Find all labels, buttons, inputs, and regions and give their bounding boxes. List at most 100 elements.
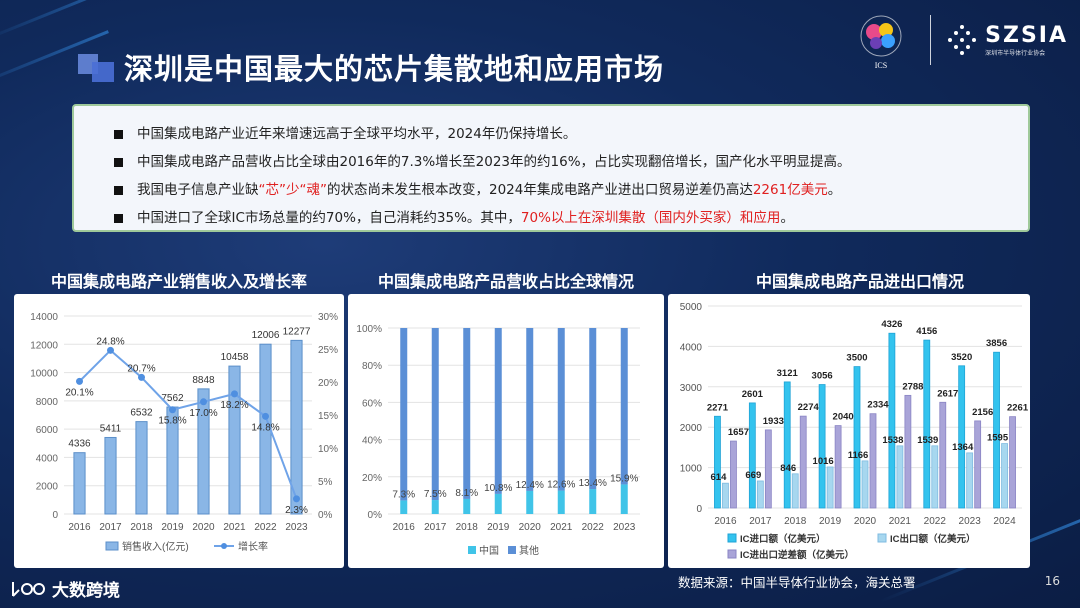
x-tick-label: 2016 [714,516,737,527]
deficit-bar [974,420,982,509]
y-tick-label: 1000 [680,464,703,475]
x-tick-label: 2023 [959,516,982,527]
legend-swatch-export [877,533,887,543]
x-tick-label: 2023 [285,522,308,533]
legend-swatch-import [727,533,737,543]
import-bar [818,384,826,509]
china-share-label: 12.4% [516,480,544,491]
y-tick-label: 12000 [30,340,58,351]
x-tick-label: 2016 [393,522,416,533]
bullet-square-icon [114,129,123,139]
x-tick-label: 2019 [819,516,842,527]
china-share-bar [589,489,597,514]
revenue-data-label: 12006 [252,330,280,341]
x-tick-label: 2019 [161,522,184,533]
export-bar [861,460,869,509]
revenue-data-label: 4336 [68,439,91,450]
deficit-label: 2617 [937,388,958,399]
china-share-bar [557,490,565,514]
other-share-bar [589,328,597,490]
revenue-data-label: 10458 [221,352,249,363]
import-bar [958,365,966,509]
other-share-bar [463,328,471,499]
x-tick-label: 2024 [993,516,1016,527]
deficit-label: 2156 [972,407,993,418]
china-share-bar [620,484,628,514]
import-label: 4326 [881,319,902,330]
export-label: 1595 [987,433,1009,444]
growth-rate-point [200,398,207,406]
x-tick-label: 2017 [424,522,447,533]
export-label: 1364 [952,442,974,453]
y-tick-label: 60% [362,398,382,409]
revenue-bar [290,339,303,515]
chart1-svg: 0 2000 4000 6000 8000 10000 12000 14000 0% 5% 10% 1… [30,312,338,553]
deficit-bar [764,429,772,509]
growth-rate-label: 2.3% [285,505,308,516]
x-tick-label: 2018 [456,522,479,533]
szsia-logo: SZSIA 深圳市半导体行业协会 [945,23,1068,57]
key-point-text: 中国进口了全球IC市场总量的约70%，自己消耗约35%。其中， [137,210,521,226]
y2-tick-label: 10% [318,444,338,455]
key-point-item: 我国电子信息产业缺 “芯”少“魂” 的状态尚未发生根本改变，2024年集成电路产业进… [114,176,851,204]
other-share-bar [431,328,439,501]
revenue-bar [104,436,117,515]
key-point-text: 中国集成电路产业近年来增速远高于全球平均水平，2024年仍保持增长。 [137,126,577,142]
key-point-item: 中国进口了全球IC市场总量的约70%，自己消耗约35%。其中， 70%以上在深圳集… [114,204,851,232]
export-label: 1539 [917,435,938,446]
x-tick-label: 2017 [749,516,772,527]
x-tick-label: 2022 [582,522,605,533]
y2-tick-label: 25% [318,345,338,356]
export-label: 669 [745,470,761,481]
import-label: 2601 [742,389,764,400]
import-bar [993,351,1000,509]
other-share-bar [494,328,502,494]
szsia-dot-icon [948,25,977,55]
legend-swatch-china [468,546,476,554]
chart2-panel: 0% 20% 40% 60% 80% 100% 7.3% 2016 7.5% 2017 8.1% 20… [348,294,664,568]
key-point-text: 中国集成电路产品营收占比全球由2016年的7.3%增长至2023年的约16%，占… [137,154,851,170]
china-share-label: 15.9% [610,473,638,484]
growth-rate-label: 14.8% [251,422,279,433]
highlight-text: “芯”少“魂” [258,182,327,198]
y2-tick-label: 15% [318,411,338,422]
bullet-square-icon [114,157,123,167]
y-tick-label: 4000 [680,342,703,353]
growth-rate-line [78,348,298,500]
deficit-label: 2788 [902,381,923,392]
legend-label: 增长率 [238,540,268,553]
page-number: 16 [1044,574,1060,588]
szsia-logo-text: SZSIA [985,23,1068,48]
y-tick-label: 6000 [36,425,59,436]
china-share-bar [463,498,471,514]
export-bar [966,452,974,509]
china-share-label: 13.4% [579,478,607,489]
growth-rate-point [231,390,238,398]
szsia-logo-subtext: 深圳市半导体行业协会 [985,50,1046,57]
y-tick-label: 2000 [36,482,59,493]
y-tick-label: 3000 [680,383,703,394]
y2-tick-label: 30% [318,312,338,323]
import-label: 4156 [916,326,937,337]
growth-rate-point [293,495,300,503]
x-tick-label: 2017 [99,522,122,533]
ics-logo-text: ICS [875,61,887,70]
export-label: 1538 [882,435,903,446]
page-title: 深圳是中国最大的芯片集散地和应用市场 [124,52,665,86]
import-bar [714,415,721,509]
key-point-text: 的状态尚未发生根本改变，2024年集成电路产业进出口贸易逆差仍高达 [326,182,753,198]
import-bar [748,402,756,509]
growth-rate-label: 15.8% [158,416,186,427]
growth-rate-point [262,412,269,420]
deficit-bar [834,425,842,509]
deficit-bar [1009,416,1016,509]
ics-logo: ICS [846,10,916,70]
y-tick-label: 80% [362,361,382,372]
import-bar [888,332,896,509]
china-share-label: 8.1% [455,488,478,499]
key-point-item: 中国集成电路产品营收占比全球由2016年的7.3%增长至2023年的约16%，占… [114,148,851,176]
brand-text: 大数跨境 [52,581,120,601]
y2-tick-label: 20% [318,378,338,389]
import-label: 3056 [812,371,833,382]
other-share-bar [526,328,534,491]
